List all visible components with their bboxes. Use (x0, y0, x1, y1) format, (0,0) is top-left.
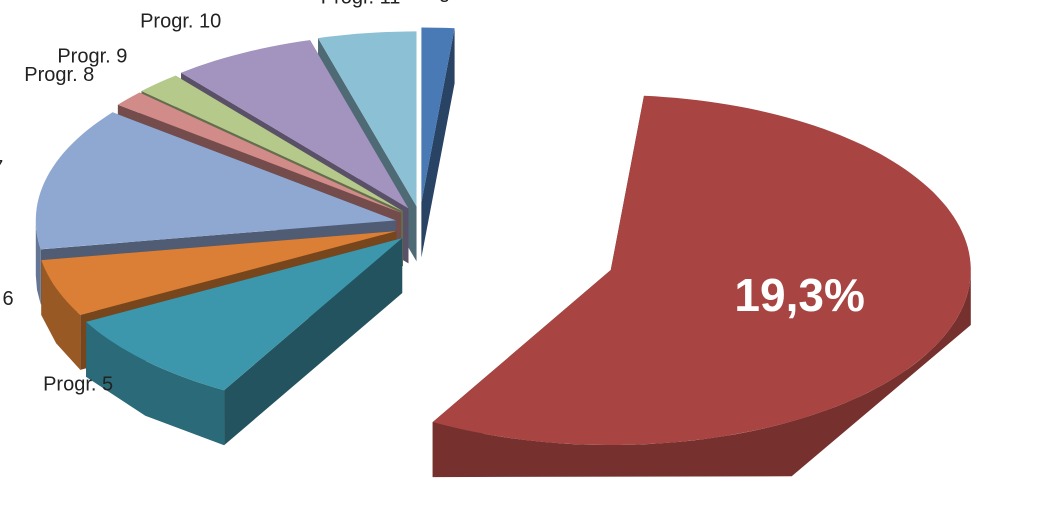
slice-side (86, 321, 225, 446)
slice (35, 112, 396, 250)
slice-label: Progr. 9 (57, 46, 127, 68)
slice-label: Progr. 10 (140, 10, 221, 32)
slice (432, 95, 971, 446)
slice-side (35, 220, 41, 305)
slice-side (432, 270, 971, 478)
slice-label: Progr. 8 (24, 64, 94, 86)
slice-side (421, 28, 455, 258)
slice-label: Progr. 6 (0, 288, 14, 310)
slice (421, 27, 455, 203)
slice (318, 31, 417, 207)
slice (86, 238, 403, 391)
slice-side (41, 260, 81, 370)
slice (141, 75, 403, 212)
slice (181, 40, 409, 209)
slice-label: Progr. 7 (0, 157, 3, 179)
slice-label: Prog. 1 (408, 0, 472, 3)
slice (117, 92, 402, 213)
slice (41, 231, 397, 315)
slice-label: Progr. 5 (43, 374, 113, 396)
slice-label: Progr. 11 (321, 0, 401, 9)
value-label: 19,3% (734, 269, 864, 321)
